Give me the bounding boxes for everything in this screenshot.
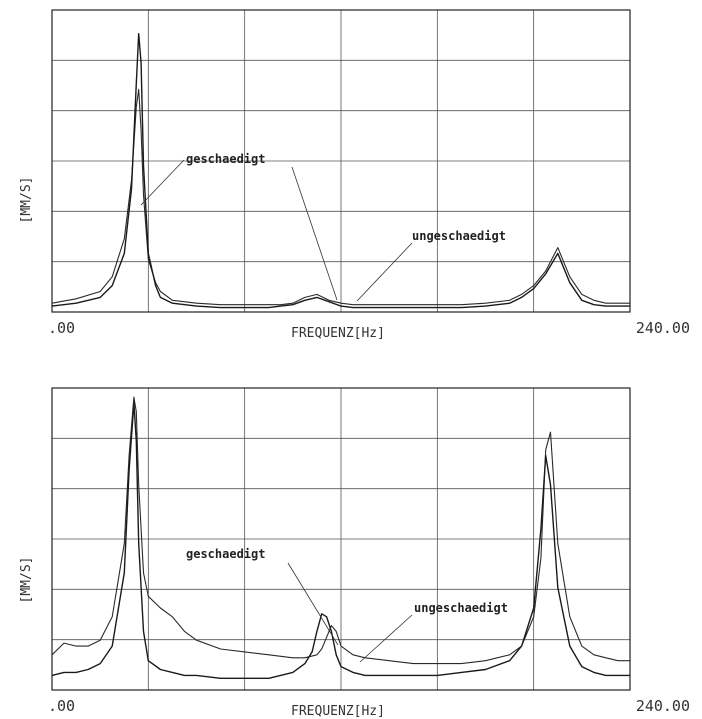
bottom-chart-series	[51, 396, 630, 679]
bottom-x-tick-min: .00	[48, 697, 75, 715]
top-leader-ungeschaedigt	[356, 242, 413, 302]
top-series-ungeschaedigt	[51, 33, 630, 309]
top-leader-geschaedigt-a	[140, 159, 185, 206]
bottom-annotation-ungeschaedigt: ungeschaedigt	[414, 601, 508, 615]
bottom-chart-frame	[51, 387, 631, 691]
top-series-geschaedigt	[51, 88, 630, 306]
top-chart-grid	[52, 10, 630, 312]
top-chart-series	[51, 33, 630, 309]
top-x-tick-min: .00	[48, 319, 75, 337]
bottom-annotation-geschaedigt: geschaedigt	[186, 547, 265, 561]
top-spectrum-chart: [MM/S] .00 240.00 FREQUENZ[Hz] geschaedi…	[19, 9, 690, 341]
top-chart-frame	[51, 9, 631, 313]
bottom-series-ungeschaedigt	[51, 402, 630, 679]
top-y-axis-label: [MM/S]	[19, 177, 34, 224]
top-annotation-geschaedigt: geschaedigt	[186, 152, 265, 166]
bottom-y-axis-label: [MM/S]	[19, 557, 34, 604]
top-leader-geschaedigt-b	[291, 166, 338, 301]
top-annotation-ungeschaedigt: ungeschaedigt	[412, 229, 506, 243]
bottom-x-axis-label: FREQUENZ[Hz]	[291, 704, 385, 719]
bottom-spectrum-chart: [MM/S] .00 240.00 FREQUENZ[Hz] geschaedi…	[19, 387, 690, 719]
bottom-leader-geschaedigt	[287, 562, 339, 646]
bottom-chart-grid	[52, 388, 630, 690]
top-x-axis-label: FREQUENZ[Hz]	[291, 326, 385, 341]
bottom-leader-ungeschaedigt	[359, 614, 413, 663]
bottom-x-tick-max: 240.00	[636, 697, 690, 715]
top-x-tick-max: 240.00	[636, 319, 690, 337]
